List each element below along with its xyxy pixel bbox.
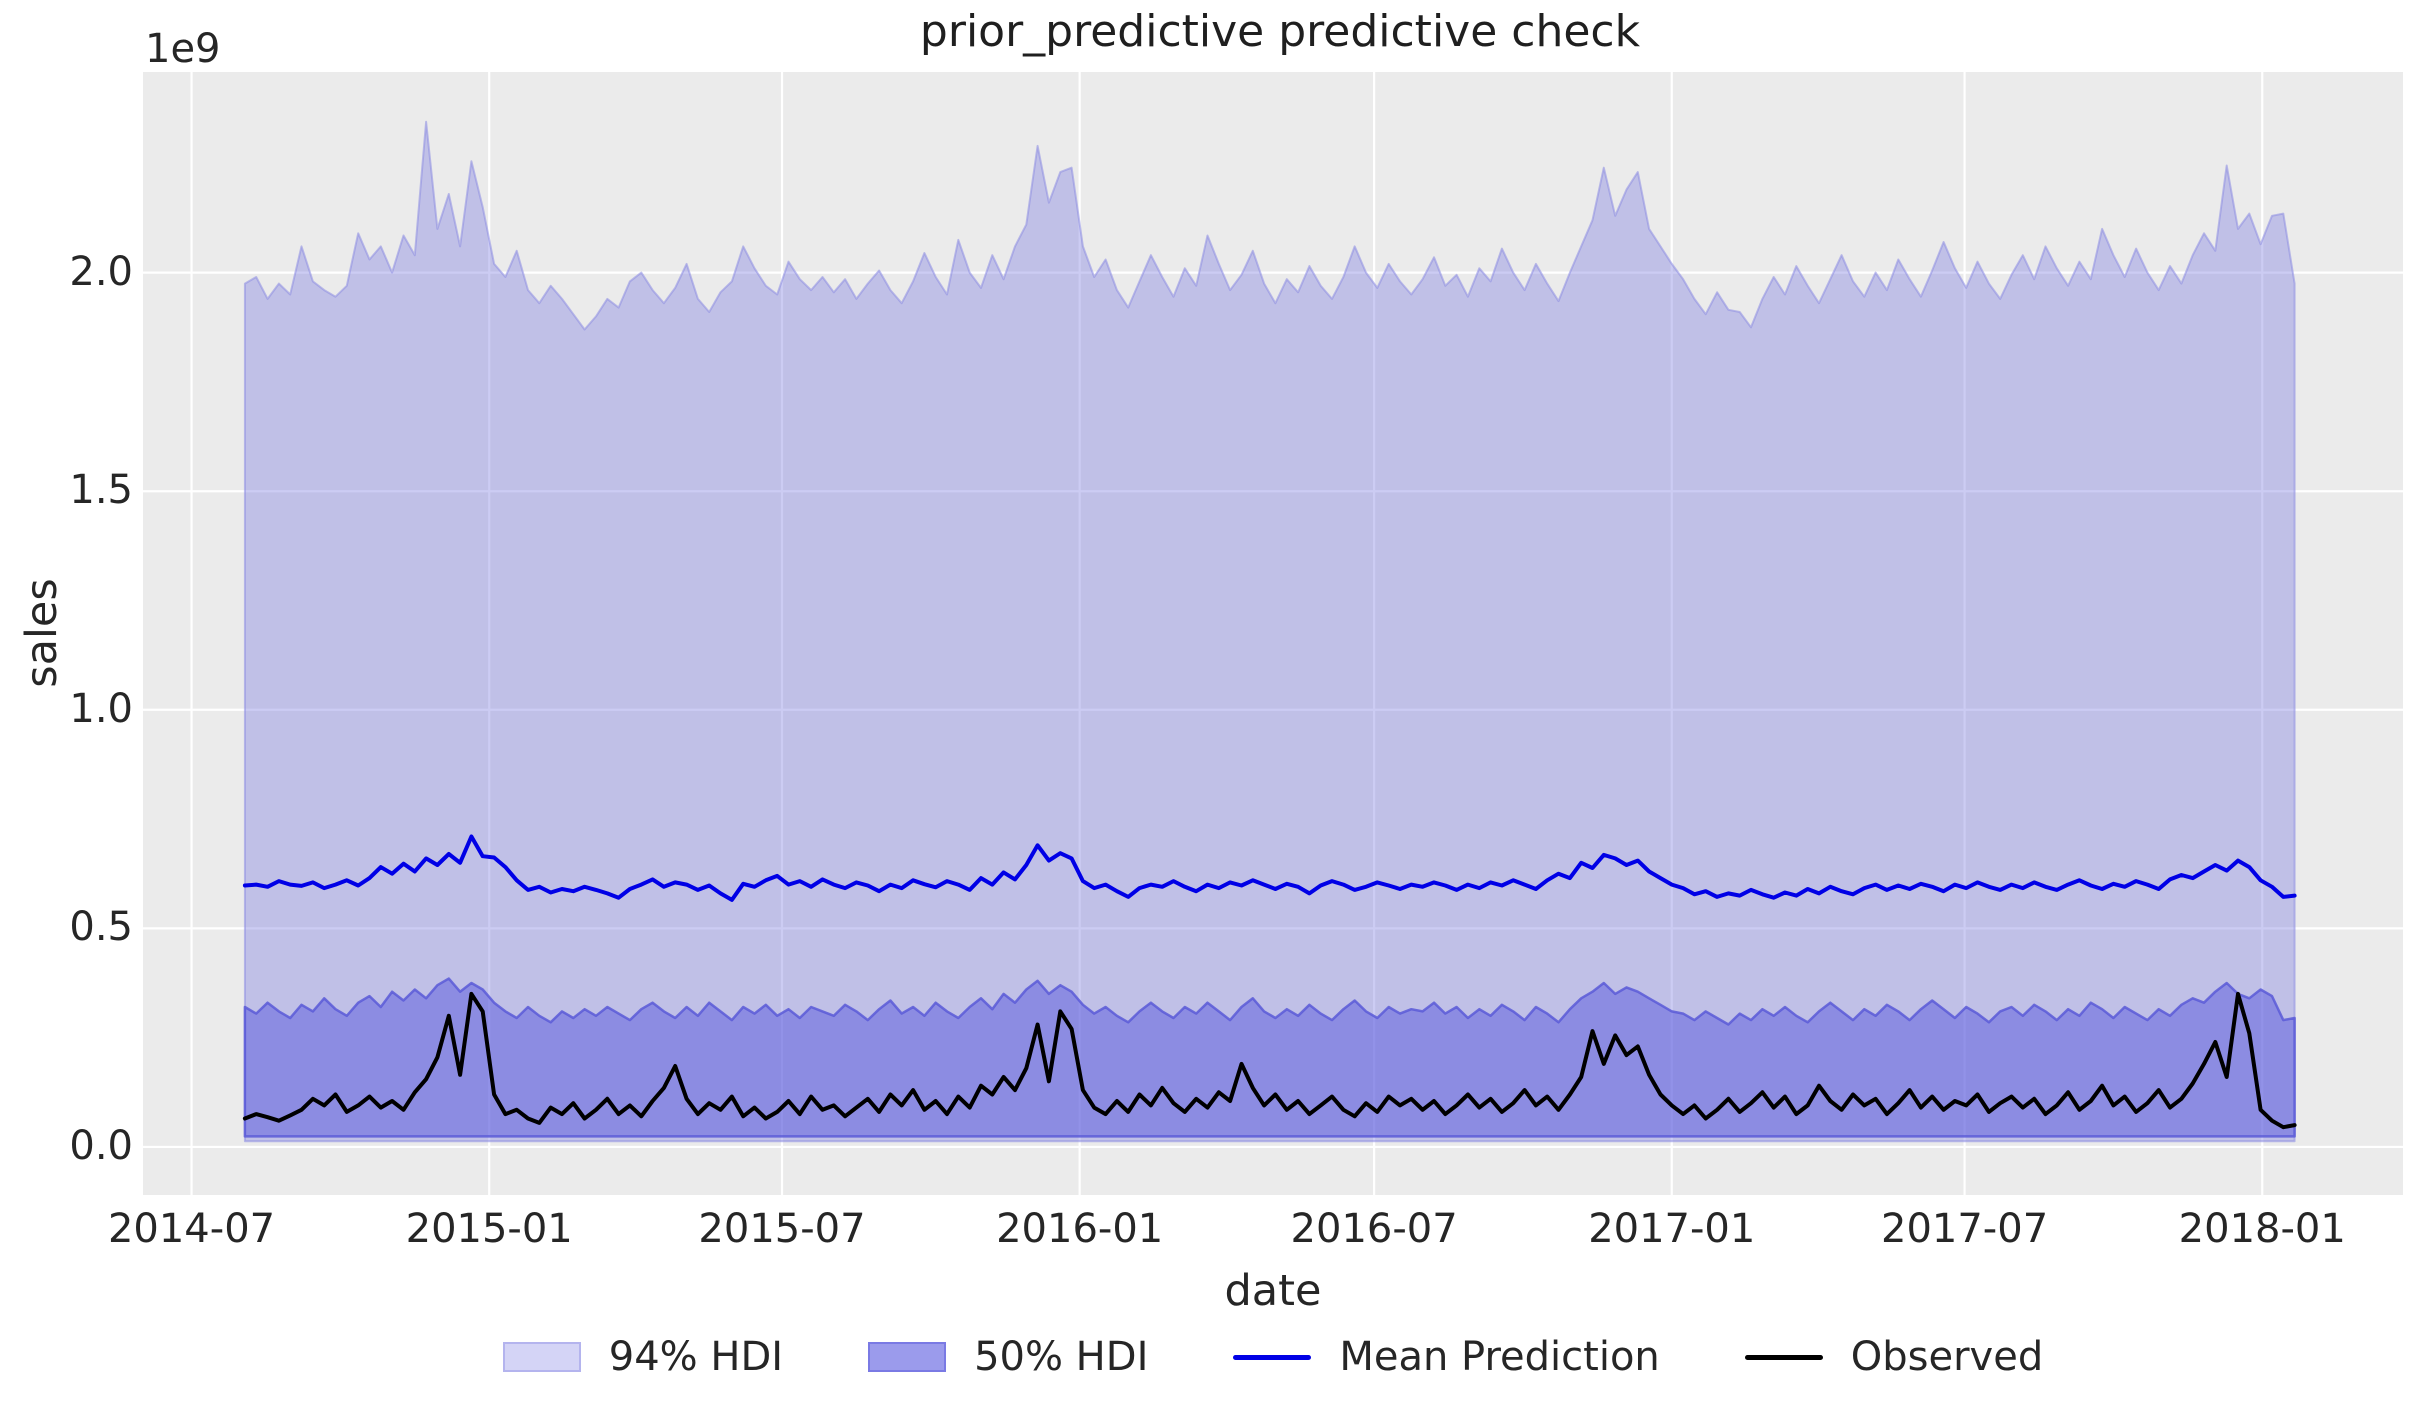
legend-swatch-observed-icon (1744, 1354, 1823, 1360)
observed-line (242, 991, 2297, 1130)
y-tick-label: 0.5 (69, 904, 133, 951)
x-tick-label: 2017-01 (1588, 1206, 1756, 1252)
y-tick-label: 1.5 (69, 467, 133, 514)
legend-item-hdi50: 50% HDI (868, 1334, 1148, 1380)
mean-prediction-line (242, 834, 2297, 902)
legend-item-mean: Mean Prediction (1233, 1334, 1660, 1380)
x-tick-label: 2018-01 (2178, 1206, 2346, 1252)
y-axis-offset-label: 1e9 (145, 26, 221, 72)
legend-swatch-hdi94-icon (502, 1342, 581, 1372)
legend: 94% HDI 50% HDI Mean Prediction Observed (143, 1334, 2403, 1380)
legend-swatch-mean-icon (1233, 1354, 1312, 1360)
legend-item-hdi94: 94% HDI (502, 1334, 784, 1380)
legend-item-observed: Observed (1744, 1334, 2044, 1380)
x-tick-label: 2015-01 (405, 1206, 573, 1252)
x-tick-label: 2014-07 (107, 1206, 276, 1252)
y-tick-label: 0.0 (69, 1122, 133, 1169)
legend-label: 94% HDI (608, 1334, 784, 1380)
legend-swatch-hdi50-icon (868, 1342, 947, 1372)
chart-title: prior_predictive predictive check (919, 6, 1641, 57)
x-axis-label: date (1224, 1266, 1322, 1316)
x-tick-label: 2017-07 (1881, 1206, 2049, 1252)
legend-label: 50% HDI (974, 1334, 1149, 1380)
x-tick-label: 2016-01 (996, 1206, 1164, 1252)
x-tick-label: 2015-07 (698, 1206, 866, 1252)
y-tick-label: 1.0 (69, 685, 133, 732)
y-axis-label: sales (17, 578, 67, 688)
x-tick-label: 2016-07 (1290, 1206, 1458, 1252)
legend-label: Observed (1850, 1334, 2044, 1380)
y-tick-label: 2.0 (69, 248, 133, 295)
legend-label: Mean Prediction (1339, 1334, 1660, 1380)
